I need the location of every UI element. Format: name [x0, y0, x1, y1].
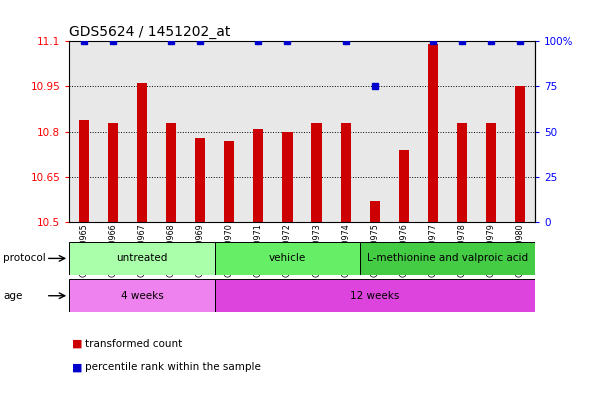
Text: age: age [3, 291, 22, 301]
Bar [215, 279, 535, 312]
Text: 12 weeks: 12 weeks [350, 291, 400, 301]
Bar [69, 242, 215, 275]
Text: untreated: untreated [116, 253, 168, 263]
Bar [195, 138, 205, 222]
Bar [253, 129, 263, 222]
Bar [370, 201, 380, 222]
Text: L-methionine and valproic acid: L-methionine and valproic acid [367, 253, 528, 263]
Text: ■: ■ [72, 339, 82, 349]
Text: GDS5624 / 1451202_at: GDS5624 / 1451202_at [69, 25, 231, 39]
Bar [311, 123, 322, 222]
Bar [457, 123, 467, 222]
Bar [69, 279, 215, 312]
Bar [360, 242, 535, 275]
Text: percentile rank within the sample: percentile rank within the sample [85, 362, 261, 373]
Bar [137, 83, 147, 222]
Bar [428, 44, 438, 222]
Bar [215, 242, 360, 275]
Text: protocol: protocol [3, 253, 46, 263]
Text: 4 weeks: 4 weeks [121, 291, 163, 301]
Bar [399, 150, 409, 222]
Text: vehicle: vehicle [269, 253, 306, 263]
Bar [282, 132, 293, 222]
Bar [108, 123, 118, 222]
Text: transformed count: transformed count [85, 339, 183, 349]
Bar [486, 123, 496, 222]
Bar [341, 123, 351, 222]
Bar [224, 141, 234, 222]
Bar [515, 86, 525, 222]
Text: ■: ■ [72, 362, 82, 373]
Bar [166, 123, 176, 222]
Bar [79, 119, 89, 222]
